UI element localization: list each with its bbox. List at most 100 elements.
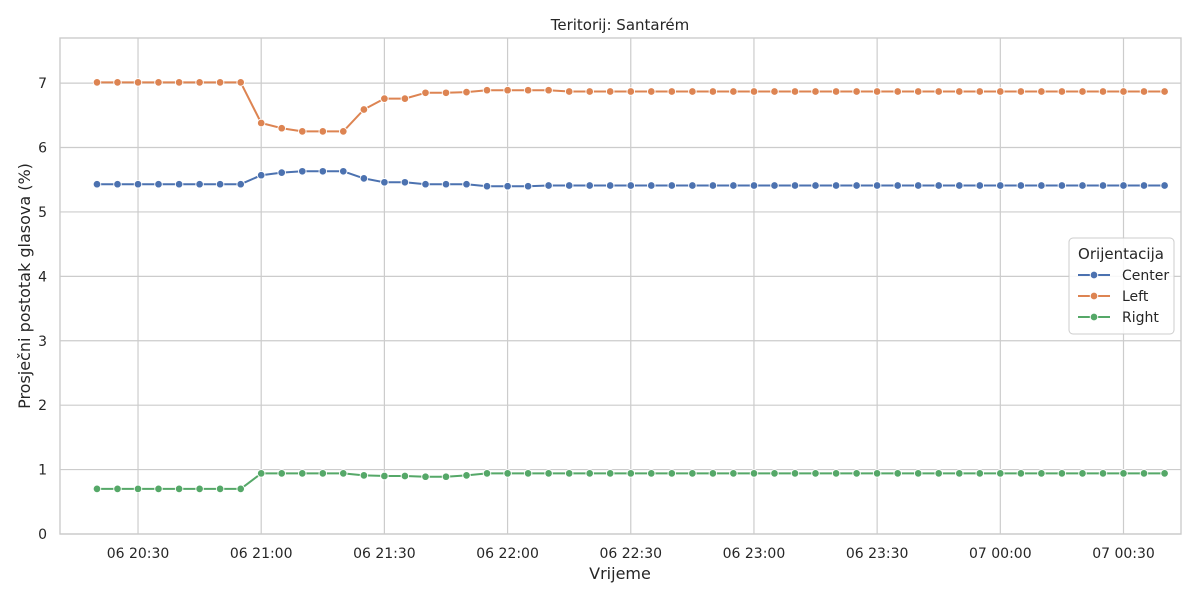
data-point (975, 181, 985, 190)
data-point (1098, 469, 1108, 478)
data-point (667, 469, 677, 478)
data-point (544, 85, 553, 95)
data-point (872, 87, 882, 96)
data-point (605, 181, 615, 190)
x-axis-ticks: 06 20:30 06 21:00 06 21:30 06 22:00 06 22:30… (107, 546, 1155, 562)
data-point (564, 87, 574, 96)
data-point (831, 469, 841, 478)
data-point (770, 87, 779, 96)
data-point (359, 105, 369, 114)
y-tick-label: 5 (38, 205, 47, 221)
plot-frame (59, 37, 1182, 535)
data-point (1037, 87, 1046, 96)
data-point (1119, 469, 1128, 478)
data-point (421, 179, 430, 189)
data-point (770, 469, 779, 478)
data-point (564, 469, 574, 478)
data-point (688, 181, 697, 190)
data-point (380, 94, 389, 103)
x-tick-label: 06 22:00 (476, 546, 539, 562)
data-point (523, 469, 533, 478)
data-point (215, 484, 225, 494)
data-point (133, 484, 143, 494)
data-point (174, 484, 184, 494)
data-point (975, 87, 985, 96)
data-point (195, 78, 204, 87)
data-point (256, 170, 266, 180)
data-point (955, 87, 964, 96)
data-point (585, 469, 594, 478)
data-point (749, 87, 759, 96)
data-point (852, 181, 861, 190)
data-point (893, 87, 902, 96)
y-tick-label: 1 (38, 463, 47, 479)
data-point (790, 469, 800, 478)
data-point (688, 469, 697, 478)
grid (60, 38, 1181, 535)
data-point (523, 181, 533, 191)
data-point (564, 181, 574, 190)
data-point (729, 469, 738, 478)
legend-label: Right (1122, 310, 1159, 326)
data-point (174, 78, 184, 87)
x-tick-label: 07 00:30 (1092, 546, 1155, 562)
data-point (626, 87, 636, 96)
data-point (318, 127, 328, 136)
data-point (913, 87, 923, 96)
data-point (236, 484, 245, 494)
data-point (1078, 87, 1087, 96)
data-point (318, 167, 328, 176)
data-point (1139, 469, 1149, 478)
data-point (996, 87, 1005, 96)
data-point (277, 168, 286, 177)
data-point (113, 179, 122, 189)
data-point (339, 167, 348, 176)
data-point (1037, 469, 1046, 478)
data-point (400, 471, 410, 481)
data-point (503, 85, 512, 95)
data-point (236, 78, 245, 87)
data-point (174, 179, 184, 189)
data-point (256, 469, 266, 478)
data-point (133, 179, 143, 189)
data-point (647, 181, 656, 190)
legend-box (1068, 237, 1175, 335)
series-left (92, 78, 1169, 136)
data-point (585, 87, 594, 96)
x-axis-label: Vrijeme (589, 564, 651, 583)
data-point (996, 181, 1005, 190)
data-point (872, 469, 882, 478)
data-point (462, 471, 471, 480)
data-point (195, 484, 204, 494)
data-point (811, 87, 820, 96)
data-point (749, 469, 759, 478)
x-tick-label: 06 23:30 (846, 546, 909, 562)
data-point (544, 469, 553, 478)
data-point (1057, 87, 1067, 96)
data-point (298, 127, 307, 136)
data-point (133, 78, 143, 87)
data-point (92, 179, 102, 189)
data-point (647, 469, 656, 478)
series-right (92, 469, 1169, 494)
x-tick-label: 07 00:00 (969, 546, 1032, 562)
legend-item-left: Left (1078, 289, 1149, 305)
data-point (92, 484, 102, 494)
data-point (359, 471, 369, 480)
data-point (298, 167, 307, 176)
legend-item-right: Right (1078, 310, 1159, 326)
data-point (729, 87, 738, 96)
data-point (441, 88, 451, 98)
data-point (1057, 181, 1067, 190)
data-point (708, 469, 718, 478)
y-tick-label: 7 (38, 76, 47, 92)
data-point (359, 174, 369, 183)
data-point (441, 179, 451, 189)
data-point (154, 179, 163, 189)
legend: Orijentacija Center Left Right (1068, 237, 1175, 335)
data-point (647, 87, 656, 96)
y-tick-label: 3 (38, 334, 47, 350)
data-point (749, 181, 759, 190)
data-point (482, 469, 492, 478)
